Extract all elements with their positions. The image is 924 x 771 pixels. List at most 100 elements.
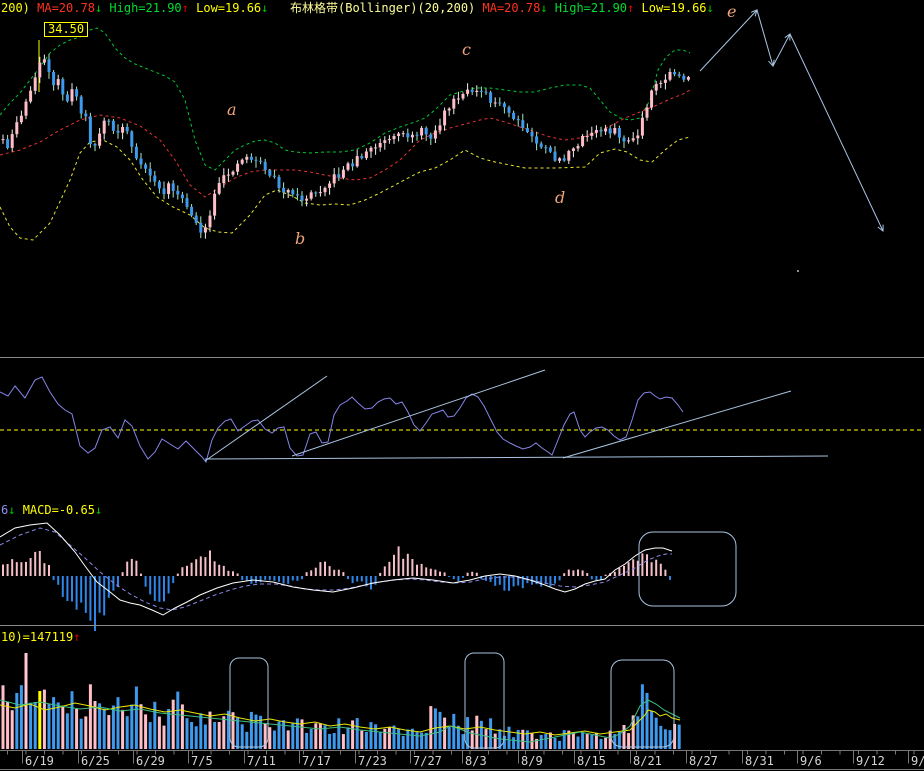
candle-body — [332, 174, 336, 184]
volume-bar — [553, 737, 557, 749]
candle-body — [521, 120, 525, 128]
trend-line[interactable] — [204, 375, 328, 462]
candle-body — [374, 147, 378, 149]
volume-bar — [502, 735, 506, 749]
candle-body — [47, 59, 51, 72]
candle-body — [199, 222, 203, 233]
wave-letter-d[interactable]: d — [555, 188, 566, 207]
candle-body — [70, 89, 74, 102]
trend-line[interactable] — [204, 455, 829, 460]
highlight-box[interactable] — [464, 652, 505, 749]
macd-histogram-bar — [581, 570, 584, 576]
volume-bar — [397, 728, 401, 749]
volume-bar — [677, 724, 681, 749]
macd-histogram-bar — [411, 559, 414, 576]
candle-body — [15, 122, 19, 135]
macd-histogram-bar — [586, 573, 589, 576]
volume-bar — [213, 722, 217, 749]
volume-bar — [236, 717, 240, 749]
macd-histogram-bar — [517, 576, 520, 586]
candle-body — [410, 134, 414, 138]
candle-body — [484, 91, 488, 93]
projection-arrow[interactable] — [699, 10, 757, 72]
volume-bar — [447, 726, 451, 749]
bollinger-middle-band — [0, 89, 691, 198]
oscillator-line — [0, 376, 684, 464]
volume-bar — [613, 734, 617, 749]
volume-bar — [6, 701, 10, 749]
volume-bar — [148, 722, 152, 749]
macd-histogram-bar — [655, 559, 658, 576]
volume-bar — [259, 715, 263, 749]
volume-bar — [650, 710, 654, 749]
volume-bar — [544, 734, 548, 749]
date-label: 9/12 — [856, 754, 885, 768]
date-label: 7/5 — [191, 754, 213, 768]
volume-bar — [608, 730, 612, 749]
volume-bar — [176, 691, 180, 749]
wave-letter-a[interactable]: a — [227, 100, 237, 119]
user-drawings[interactable] — [204, 9, 883, 749]
volume-bar — [489, 718, 493, 749]
volume-bar — [79, 718, 83, 749]
candle-body — [456, 98, 460, 100]
macd-histogram-bar — [347, 576, 349, 580]
macd-histogram-bar — [627, 562, 630, 576]
candle-body — [226, 174, 230, 176]
macd-histogram-bar — [554, 576, 556, 584]
volume-bar — [673, 724, 677, 749]
wave-letter-c[interactable]: c — [462, 40, 471, 59]
projection-arrow[interactable] — [756, 9, 773, 66]
price-tag[interactable]: 34.50 — [44, 22, 89, 37]
macd-histogram-bar — [540, 576, 543, 587]
macd-histogram-bar — [218, 564, 221, 576]
macd-histogram-bar — [664, 569, 667, 576]
macd-histogram-bar — [544, 576, 547, 584]
candle-body — [29, 90, 33, 102]
header-segment: High=21.90 — [102, 1, 182, 15]
highlight-box[interactable] — [229, 657, 269, 748]
macd-histogram-bar — [195, 559, 198, 576]
trend-line[interactable] — [562, 390, 792, 459]
projection-arrow[interactable] — [772, 34, 790, 67]
macd-histogram-bar — [153, 576, 156, 601]
wave-letter-b[interactable]: b — [295, 229, 306, 248]
candle-body — [111, 120, 115, 131]
drawing-dot — [797, 270, 799, 272]
candle-body — [337, 174, 341, 178]
volume-bar — [401, 735, 405, 749]
highlight-box[interactable] — [610, 659, 675, 748]
candle-body — [507, 107, 511, 113]
volume-bar — [217, 722, 221, 749]
trend-line[interactable] — [291, 369, 546, 457]
macd-histogram-bar — [425, 567, 428, 576]
volume-bar — [277, 721, 281, 749]
volume-bar — [438, 711, 442, 749]
candle-body — [176, 190, 180, 195]
macd-histogram-bar — [406, 553, 409, 576]
candle-body — [360, 156, 364, 159]
date-label: 8/9 — [521, 754, 543, 768]
candle-body — [576, 146, 580, 149]
volume-bar — [640, 684, 644, 749]
projection-arrow[interactable] — [789, 33, 883, 231]
wave-letter-e[interactable]: e — [727, 2, 737, 21]
highlight-box[interactable] — [638, 531, 737, 607]
macd-histogram-bar — [669, 576, 671, 580]
volume-bar — [337, 718, 341, 749]
macd-histogram-bar — [567, 569, 570, 576]
macd-histogram-bar — [443, 572, 446, 576]
header-segment: ↓ — [94, 503, 103, 517]
candle-body — [79, 96, 83, 114]
x-axis — [0, 750, 924, 770]
header-segment: ↑ — [73, 630, 81, 644]
macd-histogram-bar — [186, 565, 188, 576]
volume-bar — [645, 692, 649, 749]
volume-bar — [300, 719, 304, 749]
candle-body — [75, 89, 79, 97]
macd-histogram-bar — [429, 568, 432, 576]
header-segment: ↓ — [540, 1, 548, 15]
volume-bar — [268, 727, 272, 749]
